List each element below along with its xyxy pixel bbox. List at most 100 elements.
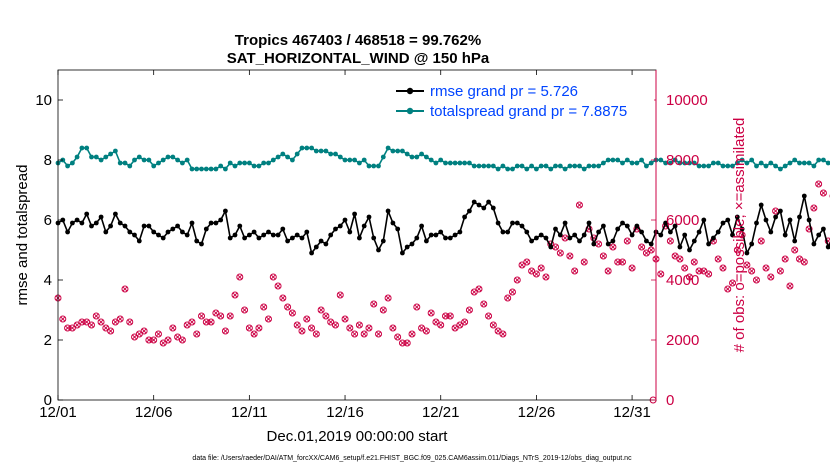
right-y-axis-label: # of obs: o=possible; ×=assimilated xyxy=(731,118,748,353)
obs-point-x xyxy=(490,322,496,328)
rmse-point xyxy=(380,238,386,244)
totalspread-point xyxy=(122,160,128,166)
obs-point xyxy=(164,336,172,344)
totalspread-point xyxy=(93,154,99,160)
obs-point xyxy=(284,303,292,311)
obs-point-x xyxy=(686,274,693,280)
obs-point xyxy=(575,201,583,209)
totalspread-point xyxy=(734,160,740,166)
obs-point xyxy=(499,330,507,338)
obs-point xyxy=(145,336,153,344)
obs-point-x xyxy=(222,328,228,334)
totalspread-point xyxy=(543,163,549,169)
obs-point-x xyxy=(481,301,487,307)
obs-point xyxy=(513,276,521,284)
rmse-point xyxy=(505,229,511,235)
rmse-point xyxy=(457,229,463,235)
rmse-point xyxy=(242,235,248,241)
totalspread-point xyxy=(247,160,252,166)
totalspread-point xyxy=(806,160,812,166)
rmse-point xyxy=(342,217,348,223)
obs-point-x xyxy=(251,331,257,337)
obs-point-x xyxy=(538,265,544,271)
totalspread-point xyxy=(117,160,123,166)
obs-point xyxy=(614,258,622,266)
totalspread-point xyxy=(409,154,415,160)
obs-point xyxy=(389,324,397,332)
rmse-point xyxy=(586,220,592,226)
obs-point xyxy=(279,294,287,302)
rmse-point xyxy=(84,211,90,217)
totalspread-point xyxy=(452,160,458,166)
obs-point xyxy=(427,309,435,317)
obs-point xyxy=(221,327,229,335)
rmse-point xyxy=(577,238,582,244)
obs-point-x xyxy=(801,259,807,265)
totalspread-point xyxy=(763,163,769,169)
obs-point-x xyxy=(122,286,128,292)
x-tick-label: 12/06 xyxy=(135,404,173,421)
obs-point xyxy=(59,315,67,323)
rmse-point xyxy=(476,202,482,208)
obs-point xyxy=(781,255,789,263)
obs-point-x xyxy=(304,316,310,322)
obs-point-x xyxy=(567,253,573,259)
obs-layer xyxy=(54,180,830,404)
obs-point xyxy=(408,330,416,338)
obs-point-x xyxy=(160,340,166,346)
rmse-point xyxy=(266,229,271,235)
obs-point-x xyxy=(729,280,736,286)
rmse-point xyxy=(79,220,85,226)
rmse-point xyxy=(720,220,726,226)
rmse-point xyxy=(304,229,310,235)
rmse-point xyxy=(749,241,755,247)
obs-point-x xyxy=(332,322,339,328)
obs-point xyxy=(805,225,813,233)
obs-point-x xyxy=(356,322,362,328)
totalspread-point xyxy=(184,157,190,163)
totalspread-point xyxy=(486,163,491,169)
rmse-point xyxy=(605,241,611,247)
obs-point xyxy=(384,294,392,302)
rmse-point xyxy=(385,208,391,214)
obs-point xyxy=(64,324,72,332)
rmse-point xyxy=(644,238,649,244)
obs-point-x xyxy=(136,331,142,337)
totalspread-point xyxy=(352,157,357,163)
rmse-point xyxy=(366,214,372,220)
totalspread-point xyxy=(146,157,152,163)
obs-point-x xyxy=(576,202,583,208)
totalspread-point xyxy=(792,157,798,163)
rmse-point xyxy=(165,229,171,235)
obs-point-x xyxy=(151,337,157,343)
legend-box xyxy=(388,78,654,124)
obs-point-x xyxy=(796,256,803,262)
obs-point-x xyxy=(486,313,492,319)
totalspread-point xyxy=(553,163,558,169)
obs-point-x xyxy=(313,331,319,337)
obs-point-x xyxy=(773,208,779,214)
rmse-point xyxy=(663,220,668,226)
rmse-point xyxy=(309,250,314,256)
rmse-point xyxy=(428,232,434,238)
totalspread-point xyxy=(108,151,113,157)
x-tick-label: 12/11 xyxy=(231,404,267,421)
obs-point xyxy=(638,243,646,251)
obs-point xyxy=(308,324,316,332)
legend-marker-totalspread xyxy=(406,107,414,115)
rmse-point xyxy=(572,232,578,238)
legend-marker-rmse xyxy=(406,87,414,95)
obs-point-x xyxy=(816,181,822,187)
rmse-point xyxy=(691,238,697,244)
rmse-point xyxy=(433,232,439,238)
rmse-point xyxy=(443,235,448,241)
totalspread-point xyxy=(160,157,166,163)
obs-point xyxy=(743,261,751,269)
obs-point xyxy=(370,300,378,308)
totalspread-point xyxy=(127,163,133,169)
rmse-point xyxy=(591,241,597,247)
rmse-point xyxy=(247,232,252,238)
obs-point-x xyxy=(500,331,506,337)
rmse-point xyxy=(553,226,558,232)
